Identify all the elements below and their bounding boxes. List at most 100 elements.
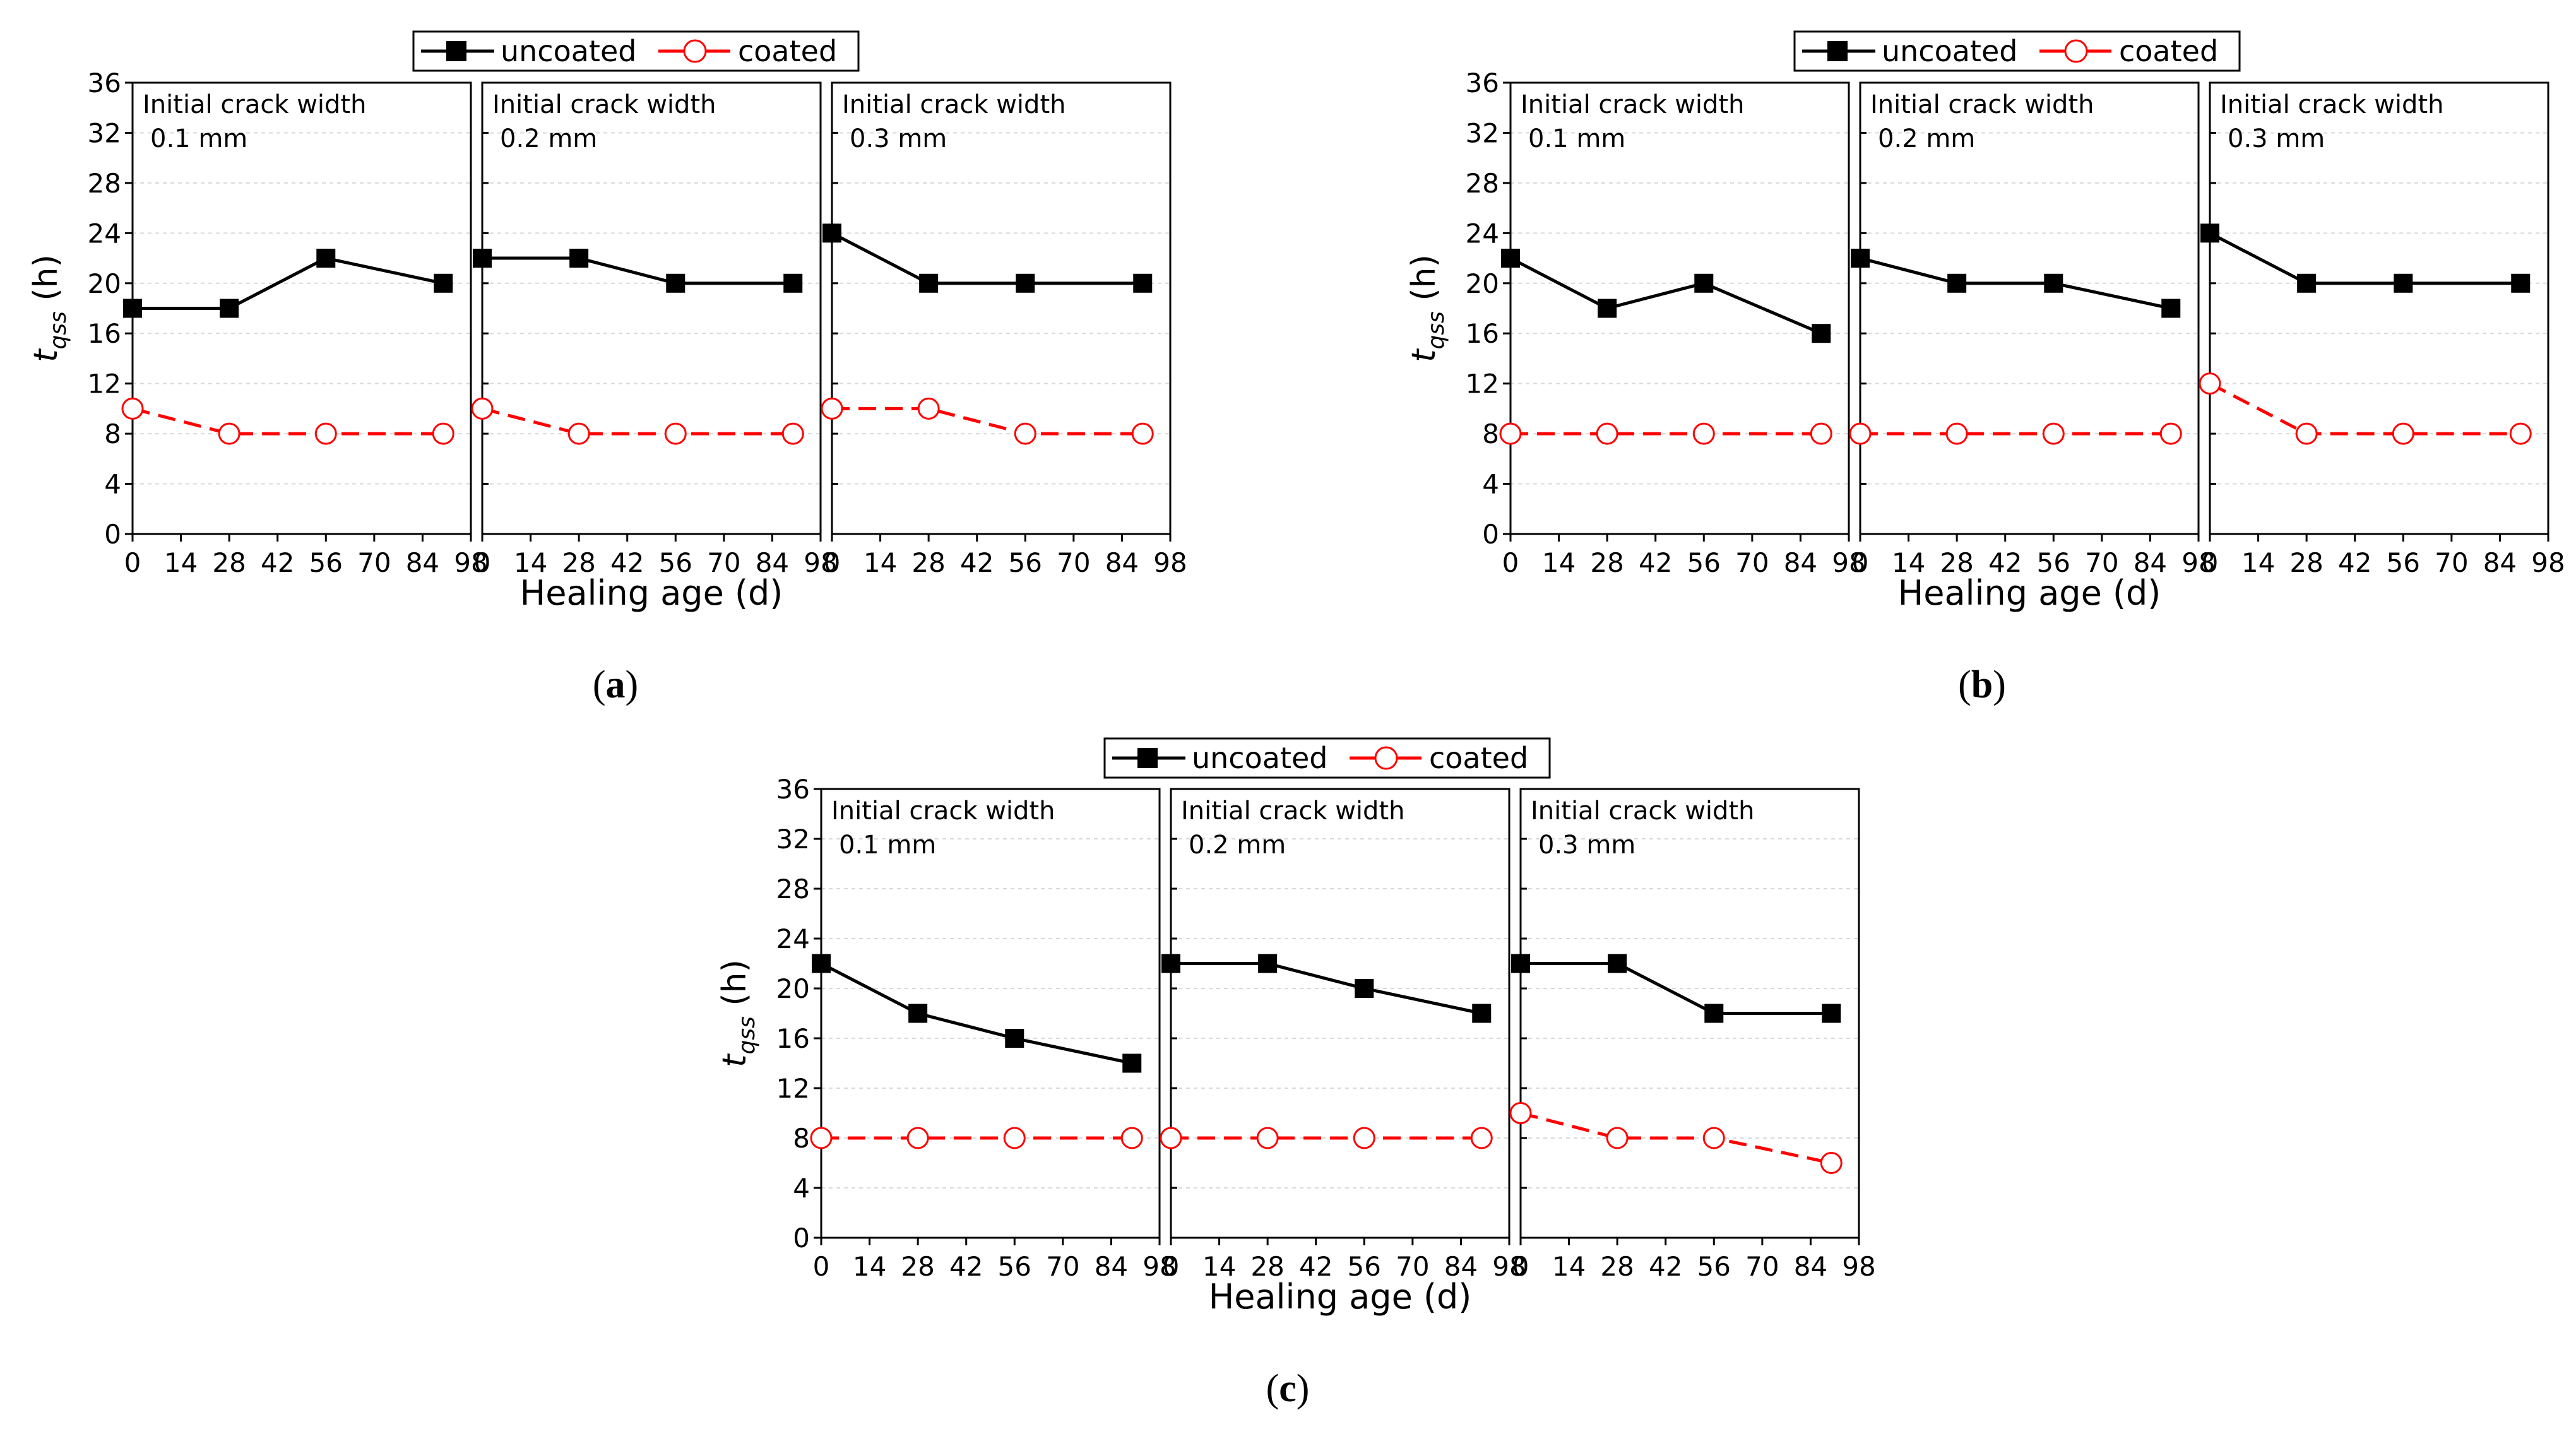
x-tick-label: 70: [1745, 1251, 1779, 1282]
x-tick-label: 70: [2435, 547, 2468, 578]
x-tick-label: 42: [261, 547, 294, 578]
x-tick-label: 28: [1940, 547, 1973, 578]
point-uncoated: [569, 249, 589, 268]
y-tick-label: 28: [776, 874, 810, 904]
panel-label-width: 0.2 mm: [1878, 124, 1975, 153]
x-tick-label: 98: [1832, 547, 1865, 578]
point-uncoated: [2161, 299, 2181, 318]
x-tick-label: 56: [2387, 547, 2420, 578]
point-uncoated: [1133, 273, 1153, 293]
x-tick-label: 98: [1143, 1251, 1176, 1282]
series-line-uncoated: [820, 962, 1132, 1065]
x-tick-label: 84: [1444, 1251, 1478, 1282]
panel-label-title: Initial crack width: [1870, 90, 2094, 119]
x-tick-label: 14: [2241, 547, 2275, 578]
x-tick-label: 84: [1794, 1251, 1827, 1282]
x-tick-label: 14: [1892, 547, 1925, 578]
y-tick-label: 32: [88, 117, 121, 148]
series-line-coated: [2209, 382, 2521, 436]
point-uncoated: [1822, 1004, 1841, 1023]
panel-3: 0 14 28 42 56 70 84 98 Initial crack width 0.3 mm: [2199, 81, 2565, 578]
point-coated: [1353, 1127, 1375, 1149]
x-tick-label: 84: [2134, 547, 2167, 578]
point-uncoated: [1608, 954, 1627, 973]
chart-b: uncoated coated 0 4 8 12 16 20 24 28 32 36 tqss (h) 0…: [1405, 30, 2565, 706]
y-tick-label: 32: [776, 824, 810, 855]
panel-label-title: Initial crack width: [831, 797, 1055, 826]
y-tick-label: 0: [104, 519, 121, 550]
point-coated: [917, 397, 940, 420]
y-tick-label: 24: [88, 218, 121, 249]
x-tick-label: 70: [1396, 1251, 1429, 1282]
legend-label-coated: coated: [1429, 741, 1528, 775]
legend-label-coated: coated: [2119, 34, 2218, 68]
point-uncoated: [783, 273, 803, 293]
panel-label-width: 0.1 mm: [150, 124, 247, 153]
x-tick-label: 28: [1600, 1251, 1634, 1282]
x-tick-label: 0: [1512, 1251, 1529, 1282]
y-tick-label: 24: [1466, 218, 1499, 249]
x-axis-title: Healing age (d): [1898, 573, 2161, 613]
point-uncoated: [316, 249, 336, 268]
y-tick-label: 12: [1466, 369, 1499, 400]
x-tick-label: 98: [1153, 547, 1187, 578]
x-tick-label: 0: [1163, 1251, 1180, 1282]
point-coated: [1849, 422, 1872, 445]
legend-label-uncoated: uncoated: [1192, 741, 1327, 775]
panel-1: 0 14 28 42 56 70 84 98 Initial crack width 0.1 mm: [1499, 81, 1866, 578]
point-uncoated: [1472, 1004, 1492, 1023]
point-coated: [567, 422, 590, 445]
series-line-uncoated: [831, 232, 1143, 285]
subfigure-caption: (a): [593, 663, 638, 706]
x-tick-label: 56: [1687, 547, 1721, 578]
x-tick-label: 28: [901, 1251, 934, 1282]
panel-label-width: 0.2 mm: [1189, 831, 1286, 860]
point-coated: [432, 422, 454, 445]
x-tick-label: 0: [1502, 547, 1519, 578]
point-coated: [906, 1127, 929, 1149]
point-uncoated: [1694, 273, 1714, 293]
y-tick-label: 16: [776, 1023, 810, 1054]
point-coated: [664, 422, 687, 445]
point-uncoated: [1812, 324, 1831, 343]
point-coated: [121, 397, 144, 420]
x-tick-label: 56: [998, 1251, 1031, 1282]
point-coated: [1606, 1127, 1629, 1149]
legend: uncoated coated: [1793, 30, 2241, 72]
point-coated: [1120, 1127, 1143, 1149]
point-coated: [1820, 1152, 1843, 1174]
x-tick-label: 14: [853, 1251, 886, 1282]
chart-c: uncoated coated 0 4 8 12 16 20 24 28 32 36 tqss (h) 0…: [716, 737, 1876, 1410]
panel-label-title: Initial crack width: [1531, 797, 1754, 826]
y-axis-title-unit: (h): [1405, 254, 1443, 311]
y-axis-title-sub: qss: [734, 1016, 760, 1054]
y-axis-title-main: t: [1405, 348, 1443, 362]
point-coated: [1945, 422, 1968, 445]
x-tick-label: 70: [1057, 547, 1090, 578]
panel-frame: [1170, 788, 1511, 1239]
x-axis-title: Healing age (d): [1209, 1277, 1472, 1317]
x-tick-label: 84: [2483, 547, 2517, 578]
x-tick-label: 84: [756, 547, 789, 578]
point-uncoated: [434, 273, 453, 293]
y-tick-label: 20: [776, 973, 810, 1004]
y-tick-label: 0: [1482, 519, 1499, 550]
panel-label-title: Initial crack width: [2220, 90, 2443, 119]
point-uncoated: [1598, 299, 1617, 318]
point-uncoated: [919, 273, 939, 293]
legend: uncoated coated: [412, 30, 860, 72]
point-coated: [1509, 1102, 1532, 1124]
y-tick-label: 8: [104, 418, 121, 449]
panel-frame: [831, 81, 1172, 535]
y-axis-title-unit: (h): [27, 254, 65, 311]
x-tick-label: 28: [562, 547, 595, 578]
point-coated: [1131, 422, 1154, 445]
point-coated: [1014, 422, 1036, 445]
point-uncoated: [1704, 1004, 1724, 1023]
legend-label-uncoated: uncoated: [501, 34, 636, 68]
legend-label-uncoated: uncoated: [1882, 34, 2017, 68]
panel-label-title: Initial crack width: [1521, 90, 1744, 119]
panel-frame: [1519, 788, 1860, 1239]
point-uncoated: [1851, 249, 1870, 268]
